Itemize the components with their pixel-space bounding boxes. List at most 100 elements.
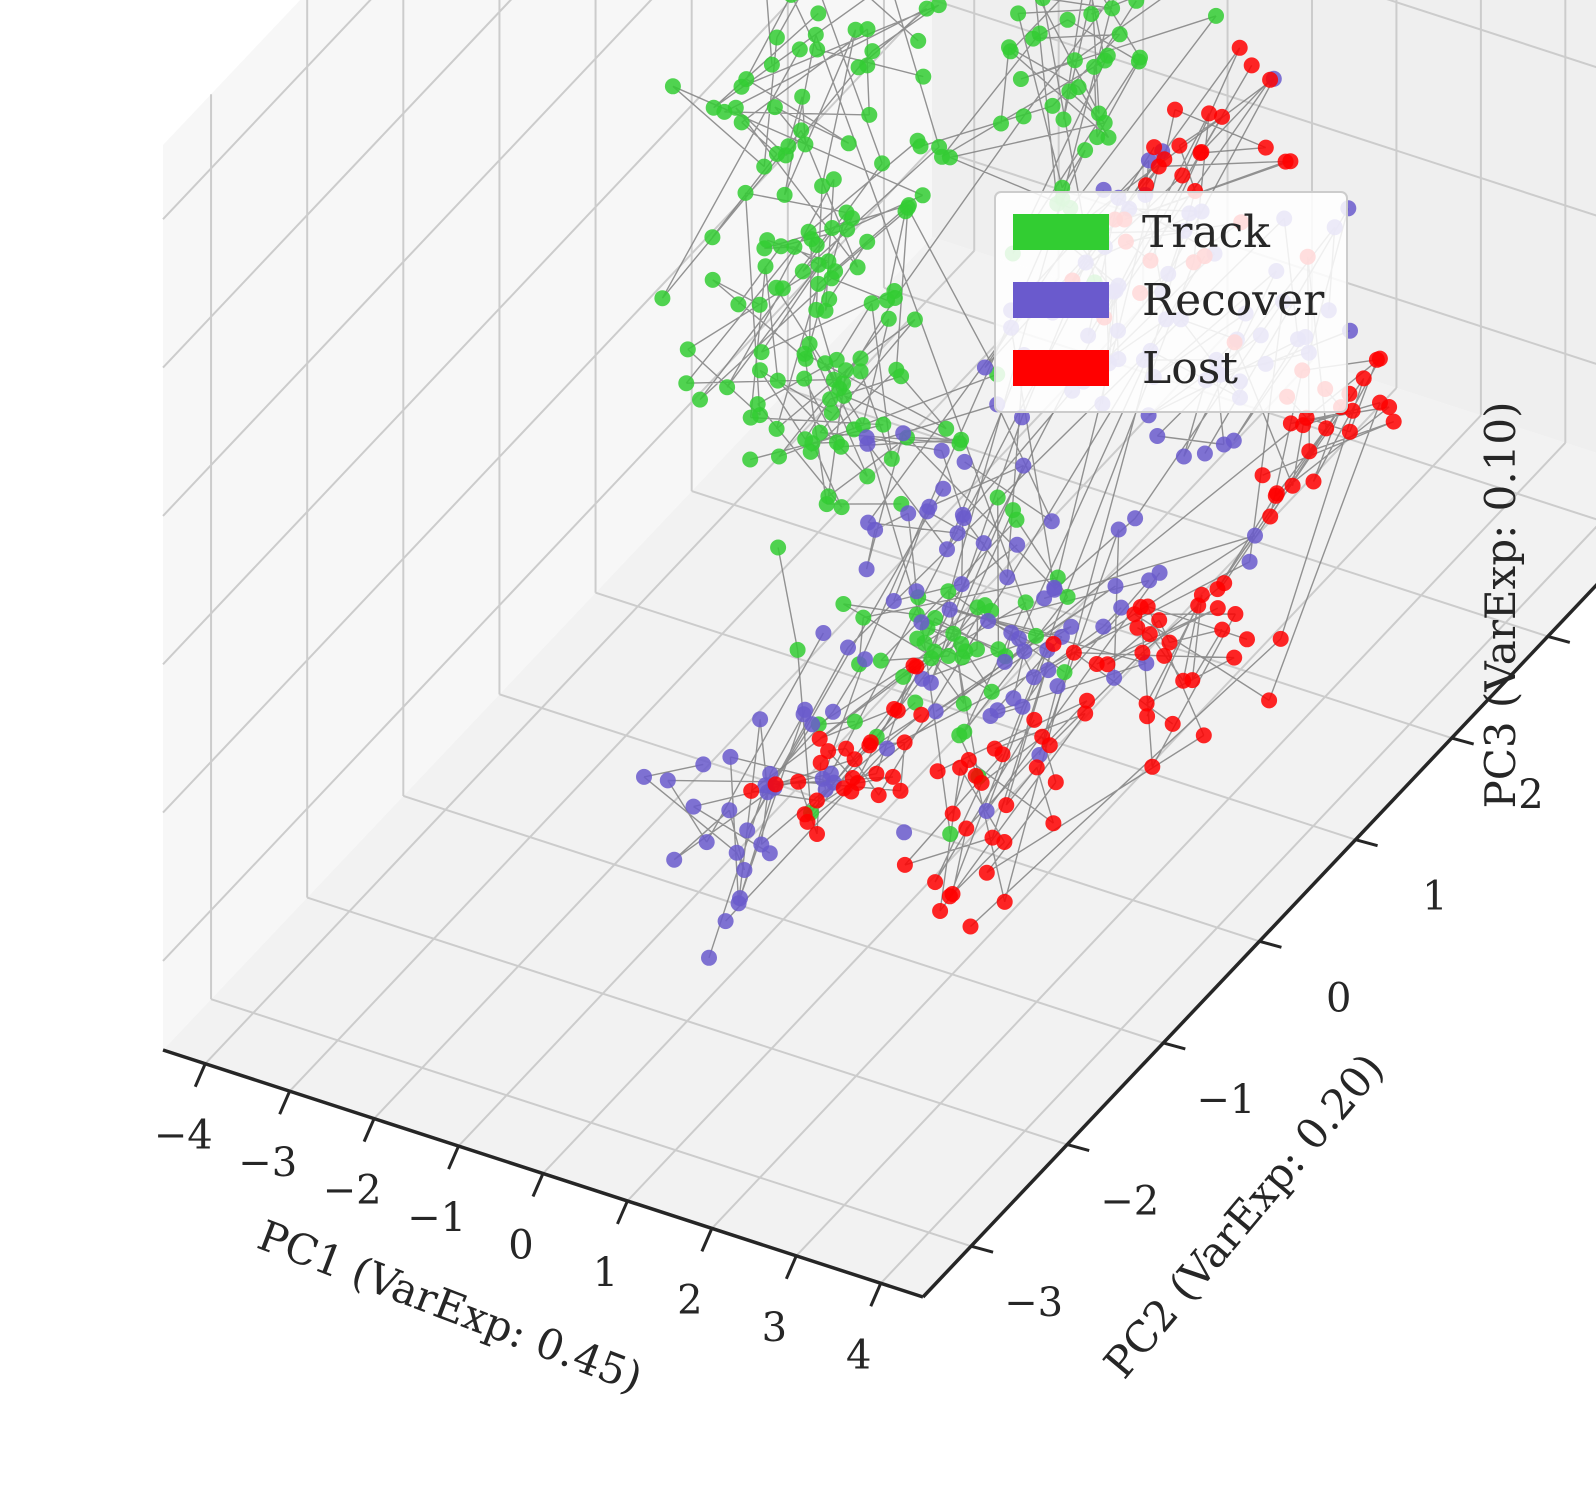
track-point xyxy=(818,496,835,513)
lost-point xyxy=(1301,443,1318,460)
z-grid-left xyxy=(162,0,653,517)
x-tick-label: −3 xyxy=(238,1140,297,1186)
x-tick-label: 1 xyxy=(593,1250,618,1296)
z-grid-left xyxy=(162,0,513,369)
recover-point xyxy=(1247,527,1263,544)
lost-point xyxy=(799,813,816,830)
axis-spines xyxy=(162,582,1596,1307)
lost-point xyxy=(1079,692,1095,709)
lost-point xyxy=(1156,151,1173,168)
track-point xyxy=(1055,111,1072,128)
recover-point xyxy=(636,768,652,785)
track-point xyxy=(1059,588,1076,605)
lost-point xyxy=(820,743,837,760)
x-tick-label: 3 xyxy=(762,1305,787,1351)
lost-point xyxy=(978,864,995,881)
track-point xyxy=(808,301,825,318)
recover-point xyxy=(978,803,995,819)
lost-point xyxy=(1156,647,1173,664)
x-tick-label: −2 xyxy=(323,1168,382,1214)
track-point xyxy=(953,636,970,652)
track-point xyxy=(733,78,750,95)
lost-point xyxy=(929,763,946,780)
recover-point xyxy=(908,583,925,600)
lost-point xyxy=(1371,350,1388,367)
x-grid-floor xyxy=(457,332,1229,1147)
track-point xyxy=(1089,129,1106,146)
track-point xyxy=(934,148,950,165)
track-point xyxy=(1010,5,1027,22)
track-point xyxy=(678,375,695,392)
track-point xyxy=(861,106,878,123)
track-point xyxy=(825,171,842,188)
recover-point xyxy=(732,890,748,907)
z-axis-title: PC3 (VarExp: 0.10) xyxy=(1476,401,1525,808)
track-point xyxy=(907,694,924,711)
lost-point xyxy=(790,773,807,790)
lost-point xyxy=(984,829,1001,846)
track-point xyxy=(791,41,808,58)
x-tick-label: −4 xyxy=(154,1113,213,1159)
track-point xyxy=(733,114,750,131)
lost-point xyxy=(927,874,944,891)
track-point xyxy=(912,138,929,155)
recover-point xyxy=(857,651,873,668)
lost-point xyxy=(944,805,961,822)
track-point xyxy=(938,420,955,437)
recover-point xyxy=(1025,669,1042,686)
track-point xyxy=(664,78,681,95)
track-point xyxy=(810,256,827,273)
track-point xyxy=(1096,114,1113,131)
recover-point xyxy=(659,772,676,789)
track-point xyxy=(910,32,927,49)
lost-point xyxy=(1129,619,1146,636)
track-point xyxy=(1028,627,1044,644)
recover-point xyxy=(975,535,992,552)
track-point xyxy=(906,311,923,328)
track-point xyxy=(794,88,811,105)
lost-point xyxy=(1047,774,1064,791)
track-point xyxy=(955,695,972,712)
track-point xyxy=(769,372,786,389)
y-tick-label: −3 xyxy=(1004,1280,1063,1326)
track-point xyxy=(893,368,910,385)
recover-point xyxy=(825,703,841,720)
recover-point xyxy=(996,653,1013,670)
track-point xyxy=(915,68,932,85)
z-grid-left xyxy=(162,0,372,220)
recover-point xyxy=(1113,599,1130,616)
lost-point xyxy=(1195,727,1212,744)
legend: Track Recover Lost xyxy=(994,191,1348,413)
track-point xyxy=(817,355,834,372)
track-point xyxy=(837,362,854,379)
track-point xyxy=(1001,39,1017,56)
lost-point xyxy=(1146,139,1163,156)
track-point xyxy=(802,443,819,460)
track-point xyxy=(823,404,840,421)
track-point xyxy=(1012,71,1029,87)
track-point xyxy=(756,158,773,175)
y-tick xyxy=(1162,1041,1186,1051)
track-point xyxy=(1100,129,1117,146)
recover-point xyxy=(1046,581,1063,598)
recover-point xyxy=(939,541,955,558)
x-grid-floor xyxy=(795,442,1567,1257)
track-point xyxy=(766,99,783,116)
track-point xyxy=(993,115,1009,132)
track-point xyxy=(844,210,861,227)
track-point xyxy=(923,650,940,667)
track-point xyxy=(875,416,892,433)
y-tick-label: −1 xyxy=(1196,1077,1255,1123)
lost-point xyxy=(1161,634,1178,651)
recover-point xyxy=(1014,409,1030,426)
lost-point xyxy=(844,770,861,786)
x-tick xyxy=(869,1282,883,1307)
x-grid-floor xyxy=(880,525,1596,1284)
track-point xyxy=(705,99,722,116)
lost-point xyxy=(743,782,760,799)
track-point xyxy=(785,0,798,3)
track-point xyxy=(886,290,903,306)
track-point xyxy=(807,26,824,43)
lost-point xyxy=(1239,631,1255,648)
recover-point xyxy=(1175,448,1192,465)
